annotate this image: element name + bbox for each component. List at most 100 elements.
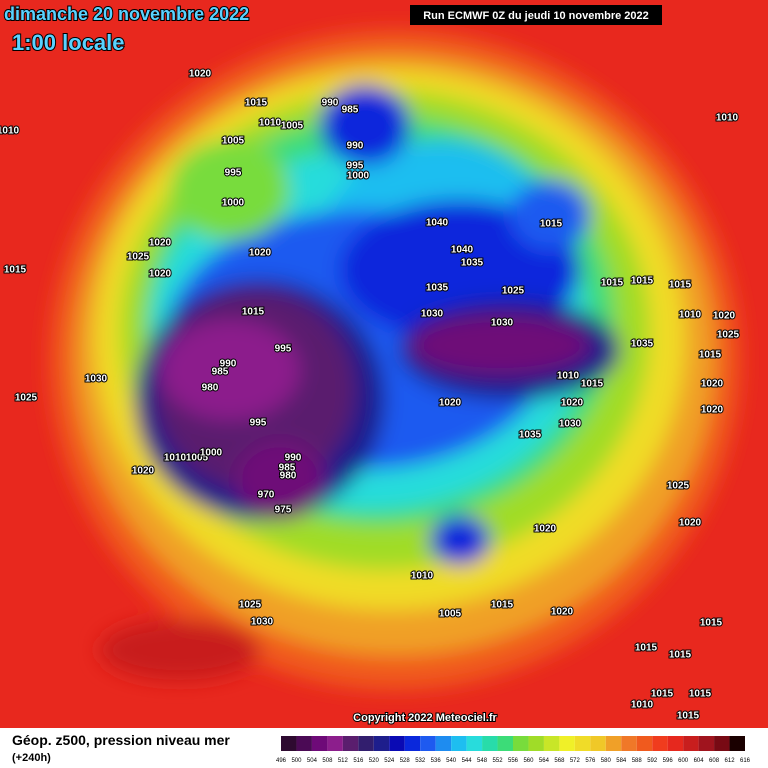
scale-label: 584	[616, 758, 627, 764]
isobar-label: 1025	[127, 252, 150, 263]
isobar-label: 1020	[439, 398, 462, 409]
isobar-label: 1035	[461, 258, 484, 269]
isobar-label: 1000	[347, 171, 370, 182]
color-swatch	[621, 736, 637, 751]
isobar-label: 995	[347, 161, 364, 172]
isobar-label: 1020	[551, 607, 574, 618]
scale-label: 604	[694, 758, 705, 764]
color-swatch	[404, 736, 421, 751]
color-scale: 496 500 504 508 512 516 520 524 528 532 536 540 544 5…	[276, 736, 751, 764]
isobar-label: 1020	[701, 379, 724, 390]
isobar-label: 1015	[491, 600, 514, 611]
isobar-label: 990	[347, 141, 364, 152]
geopotential-field	[0, 0, 768, 728]
isobar-label: 990	[322, 98, 339, 109]
isobar-label: 1015	[635, 643, 658, 654]
isobar-label: 1015	[677, 711, 700, 722]
isobar-label: 1030	[559, 419, 582, 430]
color-swatch	[590, 736, 606, 751]
isobar-label: 1025	[239, 600, 262, 611]
scale-label: 576	[585, 758, 596, 764]
color-swatch	[636, 736, 653, 751]
isobar-label: 1015	[601, 278, 624, 289]
isobar-label: 1015	[699, 350, 722, 361]
color-swatch	[435, 736, 452, 751]
isobar-label: 1015	[689, 689, 712, 700]
scale-label: 572	[570, 758, 581, 764]
scale-label: 532	[415, 758, 426, 764]
isobar-label: 1010	[0, 126, 20, 137]
isobar-label: 995	[250, 418, 267, 429]
color-swatch	[513, 736, 529, 751]
footer-title: Géop. z500, pression niveau mer	[12, 732, 230, 748]
isobar-label: 985	[342, 105, 359, 116]
isobar-label: 1035	[426, 283, 449, 294]
isobar-label: 1030	[251, 617, 274, 628]
isobar-label: 1020	[132, 466, 155, 477]
scale-label: 548	[477, 758, 488, 764]
isobar-label: 1040	[451, 245, 474, 256]
isobar-label: 995	[275, 344, 292, 355]
scale-label: 516	[353, 758, 364, 764]
scale-label: 524	[384, 758, 395, 764]
isobar-label: 1010	[259, 118, 282, 129]
date-title: dimanche 20 novembre 2022	[4, 4, 249, 24]
scale-label: 540	[446, 758, 457, 764]
scale-label: 528	[400, 758, 411, 764]
isobar-label: 1020	[149, 269, 172, 280]
isobar-label: 1030	[491, 318, 514, 329]
color-swatch	[497, 736, 513, 751]
isobar-label: 1015	[581, 379, 604, 390]
scale-label: 568	[554, 758, 565, 764]
color-swatch	[543, 736, 560, 751]
isobar-label: 1015	[4, 265, 27, 276]
run-label: Run ECMWF 0Z du jeudi 10 novembre 2022	[423, 10, 649, 22]
isobar-label: 1000	[222, 198, 245, 209]
scale-label: 612	[725, 758, 736, 764]
isobar-label: 1000	[200, 448, 223, 459]
color-swatch	[451, 736, 467, 751]
scale-label: 580	[601, 758, 612, 764]
scale-label: 544	[462, 758, 473, 764]
isobar-label: 1015	[669, 280, 692, 291]
isobar-label: 1035	[631, 339, 654, 350]
isobar-label: 995	[225, 168, 242, 179]
color-swatch	[311, 736, 328, 751]
isobar-label: 1015	[540, 219, 563, 230]
color-swatch	[296, 736, 312, 751]
scale-label: 556	[508, 758, 519, 764]
scale-label: 500	[291, 758, 302, 764]
isobar-label: 1010	[557, 371, 580, 382]
color-swatch	[698, 736, 715, 751]
isobar-label: 1025	[502, 286, 525, 297]
isobar-label: 1020	[534, 524, 557, 535]
isobar-label: 1025	[717, 330, 740, 341]
color-swatch	[358, 736, 374, 751]
isobar-label: 1015	[245, 98, 268, 109]
isobar-label: 1015	[631, 276, 654, 287]
scale-label: 592	[647, 758, 658, 764]
isobar-label: 1010	[679, 310, 702, 321]
isobar-label: 990	[285, 453, 302, 464]
scale-label: 560	[523, 758, 534, 764]
color-swatch	[667, 736, 684, 751]
scale-label: 552	[493, 758, 504, 764]
scale-label: 520	[369, 758, 380, 764]
scale-label: 536	[431, 758, 442, 764]
isobar-label: 1025	[15, 393, 38, 404]
scale-label: 564	[539, 758, 550, 764]
scale-label: 588	[632, 758, 643, 764]
isobar-label: 1015	[700, 618, 723, 629]
isobar-label: 1010	[164, 453, 187, 464]
color-swatch	[559, 736, 575, 751]
isobar-label: 1015	[669, 650, 692, 661]
isobar-label: 1020	[701, 405, 724, 416]
isobar-label: 1020	[679, 518, 702, 529]
isobar-label: 1015	[242, 307, 265, 318]
isobar-label: 1005	[222, 136, 245, 147]
color-swatch	[528, 736, 544, 751]
isobar-label: 1005	[281, 121, 304, 132]
isobar-label: 1010	[411, 571, 434, 582]
color-swatch	[342, 736, 359, 751]
